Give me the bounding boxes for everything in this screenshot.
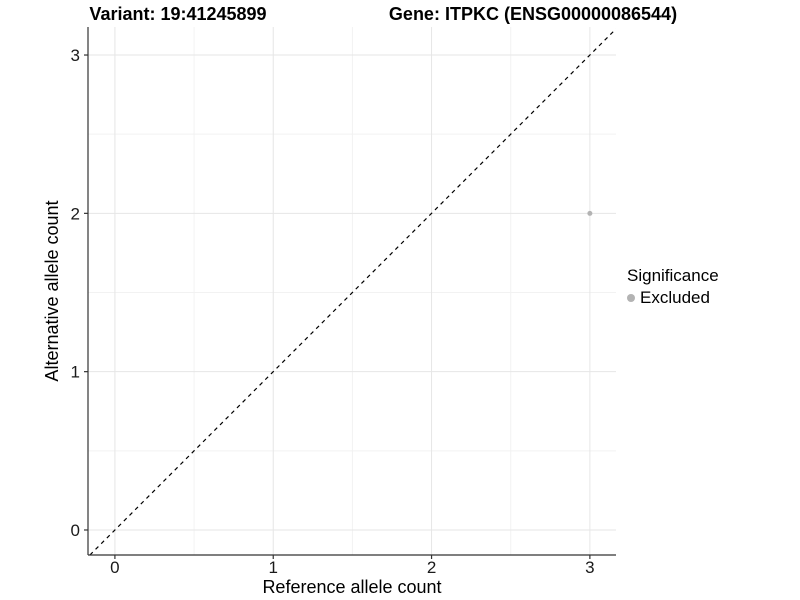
legend-entry-label: Excluded	[640, 288, 710, 307]
x-tick-label: 0	[110, 558, 119, 577]
legend-entry: Excluded	[627, 288, 719, 308]
data-point	[587, 210, 593, 216]
y-axis-title: Alternative allele count	[42, 200, 62, 382]
variant-title: Variant: 19:41245899	[89, 4, 267, 24]
x-tick-label: 3	[585, 558, 594, 577]
x-tick-label: 1	[269, 558, 278, 577]
x-axis-title: Reference allele count	[262, 577, 442, 597]
legend-point-icon	[627, 294, 635, 302]
legend-title: Significance	[627, 266, 719, 285]
y-tick-label: 3	[71, 46, 80, 65]
identity-line	[89, 28, 617, 556]
legend: Significance Excluded	[627, 266, 719, 308]
gene-title: Gene: ITPKC (ENSG00000086544)	[388, 4, 678, 24]
y-tick-label: 0	[71, 521, 80, 540]
y-tick-label: 2	[71, 204, 80, 223]
y-tick-label: 1	[71, 363, 80, 382]
x-tick-label: 2	[427, 558, 436, 577]
